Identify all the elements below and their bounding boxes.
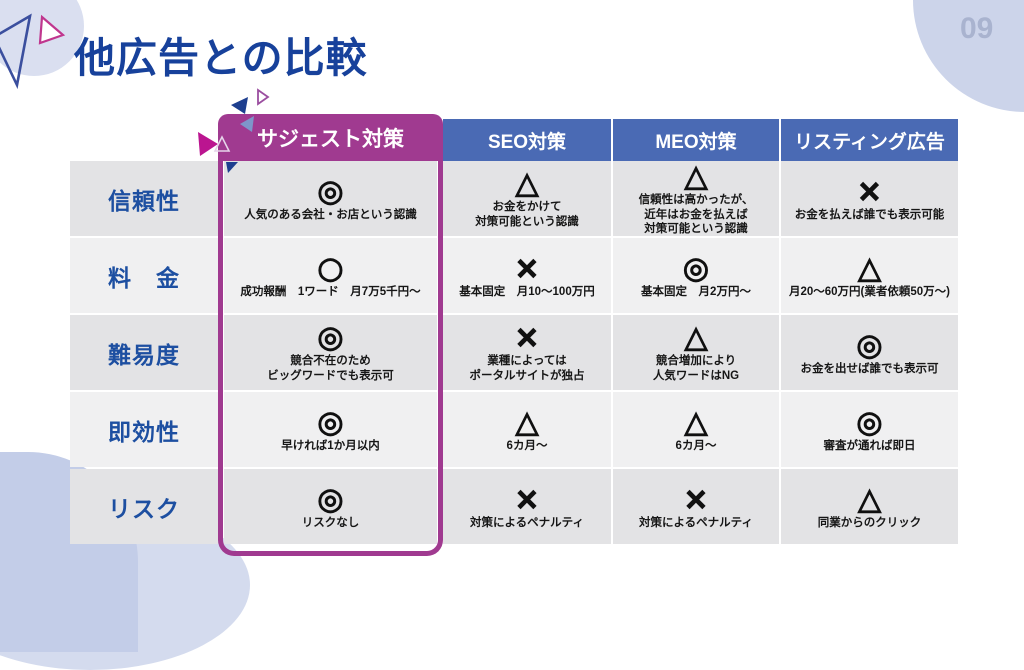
column-header-suggest: サジェスト対策 [218,114,443,161]
row-header: リスク [70,469,218,544]
cell-seo: × 対策によるペナルティ [443,469,611,544]
cell-seo: × 基本固定 月10～100万円 [443,238,611,313]
column-header-seo: SEO対策 [443,119,611,161]
cell-note: 同業からのクリック [817,516,922,529]
triangle-outline-violet-icon [257,88,270,106]
cell-note: 対策可能という認識 [644,223,748,236]
cell-suggest-inner: ○ 成功報酬 1ワード 月7万5千円～ [224,238,437,313]
cross-mark: × [514,250,540,286]
cell-suggest: ◎ 人気のある会社・お店という認識 [218,161,443,236]
cross-mark: × [514,481,540,517]
cell-note: 競合不在のため [290,355,371,368]
cell-note: 6カ月～ [675,439,717,452]
double-circle-mark: ◎ [856,327,883,363]
row-header: 信頼性 [70,161,218,236]
cell-listing: ◎ お金を出せば誰でも表示可 [781,315,958,390]
triangle-solid-steel-icon [240,116,254,132]
title-triangles-icon [0,13,66,90]
triangle-outline-magenta-icon [38,14,66,45]
cell-seo: × 業種によってはポータルサイトが独占 [443,315,611,390]
triangle-solid-navy-small-icon [226,162,238,173]
cell-note: リスクなし [301,516,360,529]
double-circle-mark: ◎ [317,320,344,356]
cross-mark: × [514,320,540,356]
cell-note: お金を出せば誰でも表示可 [800,362,939,375]
cell-suggest-inner: ◎ 早ければ1か月以内 [224,392,437,467]
cell-note: 競合増加により [655,355,737,368]
cell-suggest: ○ 成功報酬 1ワード 月7万5千円～ [218,238,443,313]
table-row: リスク ◎ リスクなし × 対策によるペナルティ × 対策によるペナルティ △ 同業からのクリッ… [70,469,958,544]
cell-note: お金を払えば誰でも表示可能 [794,208,945,221]
cell-note: 対策によるペナルティ [639,516,753,529]
cell-meo: ◎ 基本固定 月2万円～ [613,238,779,313]
cross-mark: × [683,481,709,517]
triangle-mark: △ [515,166,539,202]
cell-meo: △ 6カ月～ [613,392,779,467]
cell-note: 人気のある会社・お店という認識 [244,208,417,221]
double-circle-mark: ◎ [317,404,344,440]
cell-suggest-inner: ◎ リスクなし [224,469,437,544]
table-row: 即効性 ◎ 早ければ1か月以内 △ 6カ月～ △ 6カ月～ ◎ 審査が通れば即日 [70,392,958,467]
cell-note: お金をかけて [492,201,562,214]
cell-suggest-inner: ◎ 人気のある会社・お店という認識 [224,161,437,236]
row-header: 難易度 [70,315,218,390]
double-circle-mark: ◎ [317,173,344,209]
column-header-meo: MEO対策 [613,119,779,161]
cell-note: 対策可能という認識 [475,216,579,228]
cell-listing: ◎ 審査が通れば即日 [781,392,958,467]
cell-note: 基本固定 月2万円～ [641,285,751,298]
double-circle-mark: ◎ [856,404,883,440]
triangle-mark: △ [684,320,708,356]
triangle-mark: △ [684,404,708,440]
triangle-solid-magenta-icon [198,132,218,156]
cell-note: 人気ワードはNG [652,370,740,382]
cell-seo: △ お金をかけて対策可能という認識 [443,161,611,236]
table-row: 信頼性 ◎ 人気のある会社・お店という認識 △ お金をかけて 対策可能という認識 △ 信頼性は… [70,158,958,236]
cell-meo: △ 競合増加により 人気ワードはNG [613,315,779,390]
page-number: 09 [960,12,994,45]
cell-meo: △ 信頼性は高かったが、 近年はお金を払えば 対策可能という認識 [613,158,779,236]
cell-note: 早ければ1か月以内 [281,439,380,452]
triangle-mark: △ [857,250,882,286]
cell-listing: × お金を払えば誰でも表示可能 [781,161,958,236]
cell-seo: △ 6カ月～ [443,392,611,467]
triangle-mark: △ [684,158,708,194]
triangle-outline-white-icon [213,135,231,152]
cell-meo: × 対策によるペナルティ [613,469,779,544]
row-header: 料 金 [70,238,218,313]
header-triangles-icon [198,88,270,173]
cell-note: 審査が通れば即日 [823,439,916,452]
double-circle-mark: ◎ [682,250,710,286]
cell-note: 近年はお金を払えば [644,208,748,221]
cell-listing: △ 同業からのクリック [781,469,958,544]
circle-mark: ○ [317,250,344,286]
triangle-outline-blue-icon [0,13,32,90]
cell-suggest-inner: ◎ 競合不在のためビッグワードでも表示可 [224,315,437,390]
triangle-solid-navy-icon [231,97,248,114]
table-body: 信頼性 ◎ 人気のある会社・お店という認識 △ お金をかけて 対策可能という認識 △ 信頼性は… [70,158,958,546]
cell-note: 信頼性は高かったが、 [638,193,754,206]
row-header: 即効性 [70,392,218,467]
cell-listing: △ 月20～60万円(業者依頼50万～) [781,238,958,313]
cell-note: 成功報酬 1ワード 月7万5千円～ [240,285,421,298]
comparison-table: サジェスト対策 SEO対策 MEO対策 リスティング広告 信頼性 ◎ 人気のある会社… [70,114,958,564]
page-title: 他広告との比較 [74,35,368,81]
cross-mark: × [856,173,883,209]
cell-note: 業種によっては [487,355,567,368]
cell-suggest: ◎ リスクなし [218,469,443,544]
cell-note: 対策によるペナルティ [470,516,584,529]
cell-note: ビッグワードでも表示可 [267,370,394,382]
table-row: 難易度 ◎ 競合不在のため ビッグワードでも表示可 × 業種によっては ポータルサイトが独占… [70,315,958,390]
triangle-mark: △ [857,481,882,517]
cell-suggest: ◎ 早ければ1か月以内 [218,392,443,467]
column-header-listing: リスティング広告 [781,119,958,161]
cell-note: 6カ月～ [506,439,548,452]
table-row: 料 金 ○ 成功報酬 1ワード 月7万5千円～ × 基本固定 月10～100万円 ◎ 基本固… [70,238,958,313]
triangle-mark: △ [515,404,539,440]
cell-note: 月20～60万円(業者依頼50万～) [788,285,951,298]
cell-suggest: ◎ 競合不在のためビッグワードでも表示可 [218,315,443,390]
cell-note: 基本固定 月10～100万円 [459,285,595,298]
double-circle-mark: ◎ [317,481,344,517]
cell-note: ポータルサイトが独占 [469,370,585,382]
